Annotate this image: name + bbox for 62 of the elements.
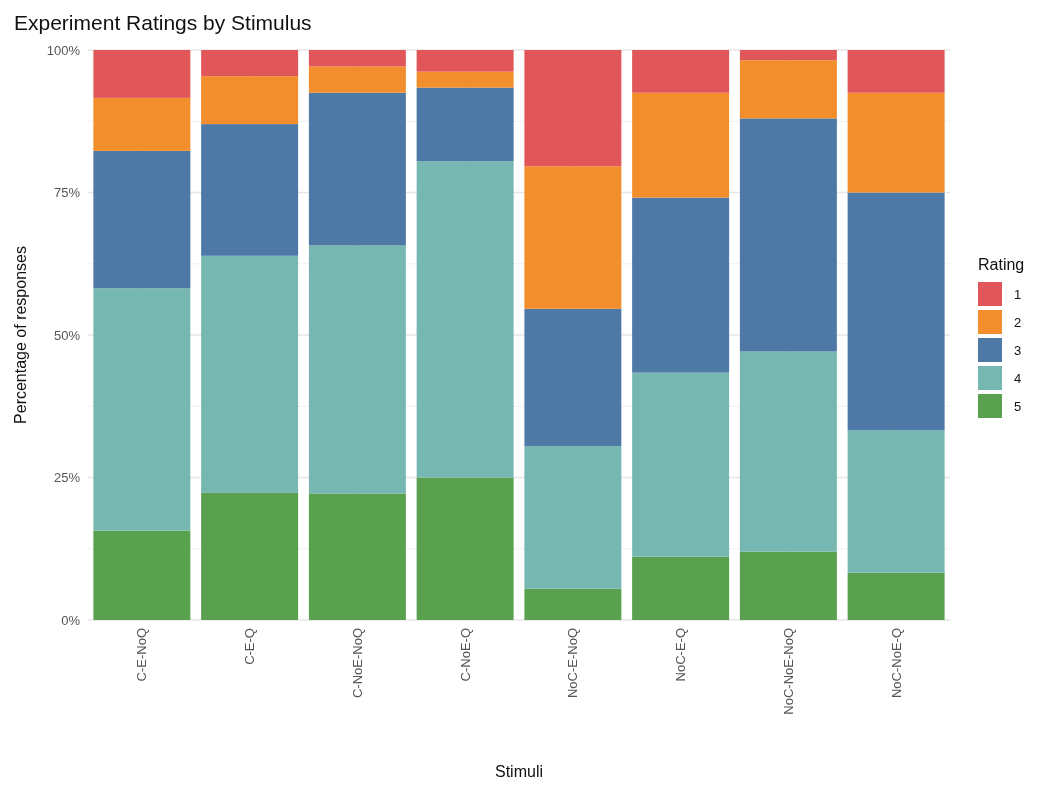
x-axis-title: Stimuli: [494, 763, 544, 780]
x-tick-label: C-E-Q: [242, 628, 258, 665]
bar: [739, 351, 837, 552]
x-tick-label: C-NoE-Q: [457, 628, 473, 682]
bar: [201, 76, 299, 125]
bar: [847, 50, 945, 93]
bar: [632, 197, 730, 373]
y-tick-label: 25%: [53, 470, 81, 486]
legend-label: 2: [1014, 314, 1022, 330]
legend-label: 1: [1014, 286, 1022, 302]
bar: [201, 124, 299, 256]
y-tick-label: 100%: [46, 42, 81, 58]
bar: [847, 92, 945, 193]
bar: [524, 50, 622, 167]
x-tick-label: NoC-NoE-NoQ: [780, 628, 796, 715]
x-tick-label: C-E-NoQ: [134, 628, 150, 682]
bar: [524, 166, 622, 309]
bar: [201, 50, 299, 77]
bar: [93, 97, 191, 151]
bar: [93, 150, 191, 289]
bar: [632, 92, 730, 198]
x-tick-label: C-NoE-NoQ: [349, 628, 365, 699]
x-tick-label: NoC-NoE-Q: [888, 628, 904, 699]
bar: [416, 161, 514, 478]
bar: [416, 477, 514, 620]
bar: [416, 50, 514, 72]
bar: [847, 430, 945, 573]
y-tick-label: 75%: [53, 185, 81, 201]
y-tick-label: 50%: [53, 327, 81, 343]
bar: [739, 60, 837, 119]
legend-label: 5: [1014, 398, 1022, 414]
y-axis-title: Percentage of responses: [12, 246, 29, 424]
bar: [739, 118, 837, 352]
bar: [308, 92, 406, 246]
bar: [524, 446, 622, 589]
bar: [632, 372, 730, 557]
bar: [739, 551, 837, 620]
bar: [632, 556, 730, 620]
x-tick-label: NoC-E-Q: [673, 628, 689, 682]
bar: [308, 493, 406, 620]
bar: [201, 492, 299, 620]
bar: [847, 572, 945, 620]
bar: [739, 50, 837, 61]
bar: [201, 255, 299, 493]
legend-title: Rating: [978, 256, 1025, 273]
bar: [308, 66, 406, 93]
x-tick-label: NoC-E-NoQ: [565, 628, 581, 699]
bar: [632, 50, 730, 93]
bar: [416, 87, 514, 162]
chart-title: Experiment Ratings by Stimulus: [14, 11, 312, 34]
y-tick-label: 0%: [61, 612, 81, 628]
bar: [308, 50, 406, 67]
legend-label: 4: [1014, 370, 1022, 386]
bar: [93, 288, 191, 531]
bar: [308, 245, 406, 494]
bar: [93, 50, 191, 98]
bar: [416, 71, 514, 88]
bar: [524, 588, 622, 620]
bar: [93, 530, 191, 620]
bar: [524, 308, 622, 447]
legend-label: 3: [1014, 342, 1022, 358]
bar: [847, 192, 945, 431]
